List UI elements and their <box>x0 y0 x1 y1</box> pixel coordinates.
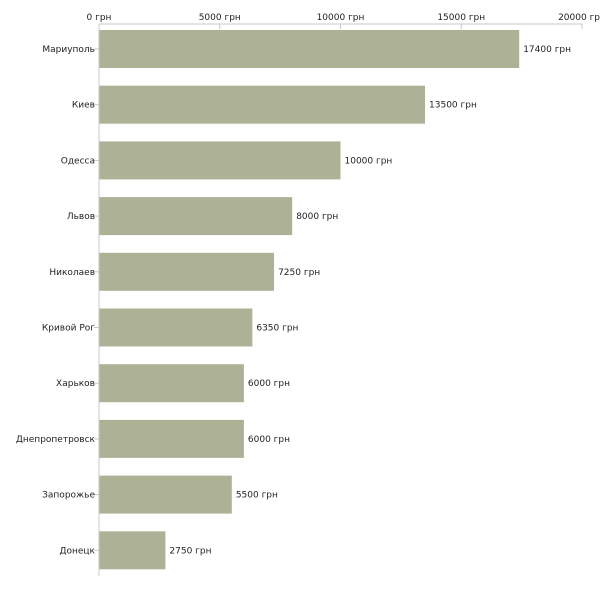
x-tick-label: 20000 грн <box>558 13 600 23</box>
category-label: Днепропетровск <box>16 435 96 445</box>
category-label: Львов <box>67 212 95 222</box>
bar <box>99 364 244 403</box>
category-label: Запорожье <box>42 491 95 501</box>
category-label: Мариуполь <box>42 45 95 55</box>
x-tick-label: 5000 грн <box>199 13 241 23</box>
value-label: 2750 грн <box>169 546 211 556</box>
bars-group: 17400 грн 13500 грн 10000 грн 8000 грн 7250 … <box>99 30 571 570</box>
x-tick-label: 15000 грн <box>437 13 485 23</box>
category-label: Харьков <box>56 379 95 389</box>
value-label: 10000 грн <box>345 156 393 166</box>
value-label: 5500 грн <box>236 491 278 501</box>
bar <box>99 85 426 124</box>
category-label: Кривой Рог <box>42 324 95 334</box>
bar <box>99 141 341 180</box>
value-label: 8000 грн <box>296 212 338 222</box>
bar <box>99 252 275 291</box>
value-label: 17400 грн <box>523 45 571 55</box>
bar <box>99 475 232 514</box>
value-label: 13500 грн <box>429 101 477 111</box>
category-label: Николаев <box>49 268 95 278</box>
value-label: 6350 грн <box>256 324 298 334</box>
bar <box>99 419 244 458</box>
x-axis: 0 грн 5000 грн 10000 грн 15000 грн 20000 грн <box>87 13 600 29</box>
value-label: 6000 грн <box>248 379 290 389</box>
bar <box>99 197 293 236</box>
bar <box>99 531 166 570</box>
bar <box>99 30 520 68</box>
value-label: 6000 грн <box>248 435 290 445</box>
x-tick-label: 10000 грн <box>317 13 365 23</box>
category-label: Донецк <box>59 546 95 556</box>
category-label: Одесса <box>61 156 95 166</box>
x-tick-label: 0 грн <box>87 13 112 23</box>
category-label: Киев <box>72 101 95 111</box>
bar <box>99 308 253 347</box>
value-label: 7250 грн <box>278 268 320 278</box>
y-axis: Мариуполь Киев Одесса Львов Николаев Кривой Р… <box>16 24 100 577</box>
